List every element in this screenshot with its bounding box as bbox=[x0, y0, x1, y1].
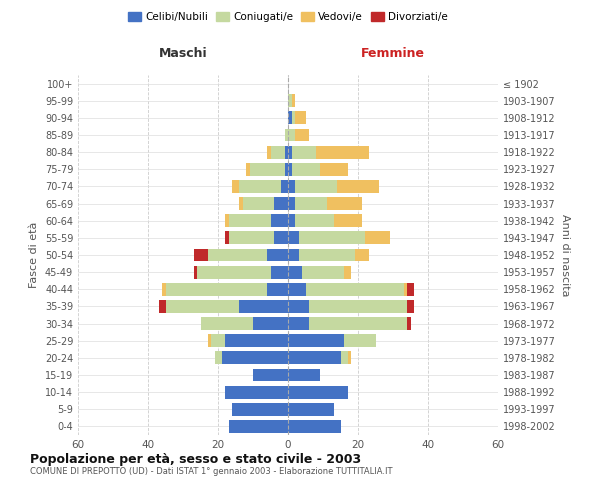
Bar bbox=[239, 180, 281, 193]
Bar bbox=[281, 180, 288, 193]
Bar bbox=[193, 248, 208, 262]
Bar bbox=[267, 146, 271, 158]
Bar bbox=[253, 368, 288, 382]
Bar bbox=[334, 214, 361, 227]
Bar bbox=[404, 283, 407, 296]
Bar bbox=[355, 248, 368, 262]
Bar bbox=[299, 232, 365, 244]
Bar bbox=[267, 283, 288, 296]
Bar bbox=[221, 352, 288, 364]
Bar bbox=[292, 94, 295, 107]
Bar bbox=[284, 146, 288, 158]
Y-axis label: Anni di nascita: Anni di nascita bbox=[560, 214, 569, 296]
Y-axis label: Fasce di età: Fasce di età bbox=[29, 222, 39, 288]
Bar bbox=[166, 300, 239, 313]
Bar bbox=[288, 403, 334, 415]
Bar bbox=[253, 317, 288, 330]
Bar bbox=[305, 283, 404, 296]
Bar bbox=[288, 334, 344, 347]
Bar bbox=[274, 197, 288, 210]
Bar bbox=[302, 266, 344, 278]
Bar bbox=[271, 214, 288, 227]
Bar bbox=[267, 248, 288, 262]
Bar bbox=[347, 352, 351, 364]
Bar bbox=[292, 163, 320, 175]
Bar bbox=[229, 214, 271, 227]
Bar bbox=[295, 180, 337, 193]
Bar bbox=[288, 163, 292, 175]
Bar bbox=[288, 300, 309, 313]
Bar bbox=[309, 317, 407, 330]
Bar bbox=[225, 334, 288, 347]
Bar bbox=[225, 386, 288, 398]
Bar bbox=[288, 368, 320, 382]
Bar bbox=[316, 146, 368, 158]
Bar bbox=[288, 420, 341, 433]
Bar bbox=[295, 128, 309, 141]
Bar bbox=[407, 317, 410, 330]
Bar bbox=[295, 214, 334, 227]
Bar bbox=[225, 232, 229, 244]
Bar bbox=[288, 180, 295, 193]
Bar bbox=[242, 197, 274, 210]
Bar bbox=[215, 352, 221, 364]
Bar bbox=[288, 386, 347, 398]
Bar bbox=[344, 266, 351, 278]
Legend: Celibi/Nubili, Coniugati/e, Vedovi/e, Divorziati/e: Celibi/Nubili, Coniugati/e, Vedovi/e, Di… bbox=[124, 8, 452, 26]
Bar bbox=[166, 283, 267, 296]
Bar bbox=[288, 283, 305, 296]
Bar bbox=[284, 163, 288, 175]
Bar bbox=[288, 128, 295, 141]
Text: Maschi: Maschi bbox=[158, 47, 208, 60]
Bar bbox=[299, 248, 355, 262]
Bar bbox=[337, 180, 379, 193]
Bar bbox=[292, 112, 295, 124]
Text: Popolazione per età, sesso e stato civile - 2003: Popolazione per età, sesso e stato civil… bbox=[30, 452, 361, 466]
Bar bbox=[250, 163, 284, 175]
Bar bbox=[288, 214, 295, 227]
Bar bbox=[208, 248, 267, 262]
Bar bbox=[271, 266, 288, 278]
Bar bbox=[229, 420, 288, 433]
Bar bbox=[197, 266, 271, 278]
Bar bbox=[288, 232, 299, 244]
Bar bbox=[288, 112, 292, 124]
Bar bbox=[193, 266, 197, 278]
Bar bbox=[274, 232, 288, 244]
Bar bbox=[295, 197, 326, 210]
Bar bbox=[288, 94, 292, 107]
Bar bbox=[284, 128, 288, 141]
Bar bbox=[295, 112, 305, 124]
Text: Femmine: Femmine bbox=[361, 47, 425, 60]
Bar bbox=[229, 232, 274, 244]
Bar bbox=[225, 214, 229, 227]
Bar bbox=[211, 334, 225, 347]
Bar bbox=[344, 334, 376, 347]
Bar bbox=[341, 352, 347, 364]
Bar bbox=[288, 248, 299, 262]
Bar bbox=[365, 232, 389, 244]
Bar bbox=[326, 197, 361, 210]
Bar bbox=[158, 300, 166, 313]
Bar bbox=[288, 352, 341, 364]
Bar bbox=[162, 283, 166, 296]
Bar bbox=[320, 163, 347, 175]
Bar bbox=[232, 180, 239, 193]
Bar bbox=[309, 300, 407, 313]
Bar bbox=[200, 317, 253, 330]
Bar bbox=[407, 283, 414, 296]
Bar bbox=[288, 197, 295, 210]
Bar bbox=[239, 300, 288, 313]
Bar bbox=[288, 146, 292, 158]
Bar bbox=[288, 317, 309, 330]
Bar bbox=[208, 334, 211, 347]
Bar bbox=[271, 146, 284, 158]
Text: COMUNE DI PREPOTTO (UD) - Dati ISTAT 1° gennaio 2003 - Elaborazione TUTTITALIA.I: COMUNE DI PREPOTTO (UD) - Dati ISTAT 1° … bbox=[30, 468, 392, 476]
Bar bbox=[246, 163, 250, 175]
Bar bbox=[239, 197, 242, 210]
Bar bbox=[232, 403, 288, 415]
Bar bbox=[292, 146, 316, 158]
Bar bbox=[288, 266, 302, 278]
Bar bbox=[407, 300, 414, 313]
